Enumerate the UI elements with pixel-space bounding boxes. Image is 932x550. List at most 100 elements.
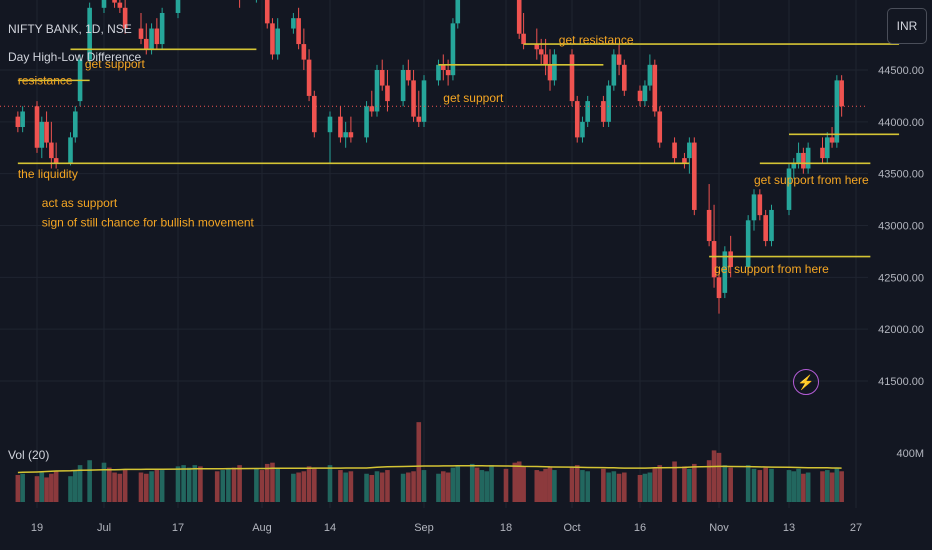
volume-bar bbox=[692, 463, 697, 502]
volume-bar bbox=[682, 466, 687, 502]
volume-bar bbox=[547, 466, 553, 502]
volume-bar bbox=[154, 468, 160, 502]
candle-body bbox=[53, 158, 59, 164]
candle-body bbox=[722, 251, 728, 293]
volume-bar bbox=[516, 461, 522, 502]
candle-body bbox=[801, 152, 806, 169]
volume-bar bbox=[805, 472, 811, 502]
volume-bar bbox=[301, 471, 307, 502]
volume-bar bbox=[275, 468, 280, 502]
candle-body bbox=[159, 12, 165, 45]
volume-bar bbox=[503, 468, 509, 502]
volume-bar bbox=[521, 466, 526, 502]
volume-bar bbox=[175, 466, 181, 502]
volume-bar bbox=[436, 473, 441, 502]
volume-bar bbox=[786, 470, 792, 502]
volume-legend[interactable]: Vol (20) bbox=[8, 448, 49, 462]
volume-bar bbox=[757, 470, 763, 502]
candle-body bbox=[364, 106, 369, 138]
time-tick-label: Sep bbox=[414, 522, 434, 534]
symbol-title[interactable]: NIFTY BANK, 1D, NSE bbox=[8, 22, 132, 36]
volume-bar bbox=[716, 452, 722, 502]
candle-body bbox=[39, 121, 45, 148]
candle-body bbox=[411, 80, 416, 117]
time-axis[interactable]: 19 Jul 17 Aug 14 Sep 18 Oct 16 Nov 13 27 bbox=[31, 522, 862, 534]
volume-bar bbox=[343, 472, 348, 502]
volume-bar bbox=[722, 465, 728, 502]
volume-bar bbox=[259, 470, 265, 502]
candle-body bbox=[786, 168, 792, 210]
volume-bar bbox=[186, 467, 192, 502]
volume-bar bbox=[198, 466, 203, 502]
candle-body bbox=[552, 54, 557, 81]
candle-body bbox=[101, 0, 107, 8]
indicator-title[interactable]: Day High-Low Difference bbox=[8, 50, 141, 64]
volume-bar bbox=[20, 473, 25, 502]
candle-body bbox=[829, 137, 835, 143]
time-tick-label: 16 bbox=[634, 522, 646, 534]
volume-bar bbox=[580, 470, 585, 502]
candle-body bbox=[574, 101, 580, 138]
candle-body bbox=[682, 158, 687, 164]
candle-body bbox=[820, 147, 825, 159]
volume-bar bbox=[728, 467, 733, 502]
candle-body bbox=[569, 54, 575, 102]
volume-bar bbox=[534, 470, 540, 502]
lightning-bolt-icon[interactable]: ⚡ bbox=[793, 369, 819, 395]
annotation-label: sign of still chance for bullish movemen… bbox=[42, 216, 255, 230]
volume-bar bbox=[39, 472, 45, 502]
volume-bar bbox=[552, 470, 557, 502]
volume-bar bbox=[369, 474, 375, 502]
time-tick-label: Jul bbox=[97, 522, 111, 534]
volume-bar bbox=[445, 472, 451, 502]
annotation-label: the liquidity bbox=[18, 167, 78, 181]
candle-body bbox=[606, 85, 611, 122]
candle-body bbox=[580, 121, 585, 138]
volume-bar bbox=[824, 470, 830, 502]
annotation-label: get resistance bbox=[559, 33, 634, 47]
candle-body bbox=[343, 132, 348, 138]
volume-bar bbox=[312, 467, 317, 502]
candle-body bbox=[647, 64, 653, 86]
currency-selector[interactable]: INR bbox=[887, 8, 927, 44]
volume-bar bbox=[647, 472, 653, 502]
volume-bar bbox=[421, 470, 427, 502]
volume-bar bbox=[474, 467, 480, 502]
volume-bar bbox=[585, 471, 590, 502]
volume-bar bbox=[159, 470, 165, 502]
time-tick-label: 18 bbox=[500, 522, 512, 534]
candle-body bbox=[436, 64, 441, 81]
candle-body bbox=[672, 142, 677, 159]
annotation-label: get support from here bbox=[714, 262, 829, 276]
candle-body bbox=[374, 70, 380, 112]
volume-bar bbox=[338, 470, 343, 502]
candle-body bbox=[44, 121, 49, 143]
candle-body bbox=[751, 194, 757, 221]
volume-bar bbox=[181, 465, 186, 502]
candle-body bbox=[642, 85, 648, 102]
volume-plot bbox=[15, 422, 844, 502]
annotation-label: get support from here bbox=[754, 173, 869, 187]
time-tick-label: 17 bbox=[172, 522, 184, 534]
volume-bar bbox=[68, 476, 73, 502]
volume-bar bbox=[801, 473, 806, 502]
volume-bar bbox=[296, 472, 301, 502]
volume-bar bbox=[400, 473, 406, 502]
volume-bar bbox=[87, 460, 92, 502]
volume-bar bbox=[706, 460, 712, 502]
price-tick-label: 41500.00 bbox=[878, 376, 924, 388]
candle-body bbox=[34, 106, 40, 148]
candle-body bbox=[416, 116, 422, 122]
volume-bar bbox=[574, 465, 580, 502]
volume-bar bbox=[791, 471, 797, 502]
volume-bar bbox=[374, 471, 380, 502]
volume-bar bbox=[72, 470, 78, 502]
candle-body bbox=[406, 70, 411, 81]
price-axis[interactable]: 44500.00 44000.00 43500.00 43000.00 42500.00… bbox=[878, 65, 924, 460]
price-tick-label: 44000.00 bbox=[878, 117, 924, 129]
volume-bar bbox=[327, 465, 333, 502]
candle-body bbox=[68, 137, 73, 164]
candle-body bbox=[122, 7, 128, 29]
volume-bar bbox=[672, 461, 677, 502]
candle-body bbox=[521, 33, 526, 45]
